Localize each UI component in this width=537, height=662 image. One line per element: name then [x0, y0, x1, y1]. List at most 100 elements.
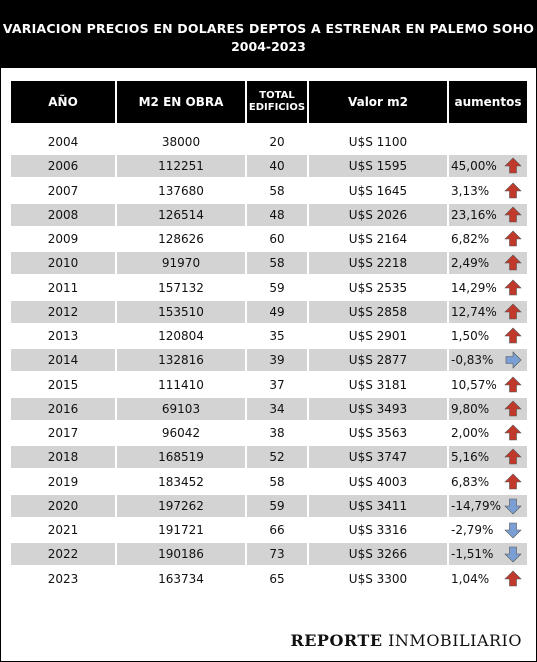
row-shade: [11, 349, 115, 372]
cell-value: U$S 2877: [348, 353, 408, 368]
cell-m2: 128626: [158, 232, 204, 246]
row-shade: [309, 349, 447, 372]
cell-increase: 14,29%: [451, 280, 497, 295]
row-shade: [247, 252, 307, 275]
row-shade: [11, 494, 115, 517]
row-shade: [117, 155, 245, 178]
arrow-up-icon: [504, 157, 522, 174]
cell-year: 2018: [47, 450, 79, 465]
cell-buildings: 66: [269, 523, 285, 537]
cell-value: U$S 1645: [348, 183, 408, 198]
cell-value: U$S 2535: [348, 280, 408, 295]
row-shade: [449, 397, 527, 420]
cell-buildings: 59: [269, 280, 285, 295]
row-shade: [309, 543, 447, 566]
cell-m2: 111410: [158, 377, 204, 392]
table-row: 2006 112251 40 U$S 1595 45,00%: [11, 155, 527, 178]
cell-m2: 69103: [161, 401, 201, 416]
row-shade: [449, 252, 527, 275]
row-shade: [247, 494, 307, 517]
table-row: 2019 183452 58 U$S 4003 6,83%: [11, 471, 527, 493]
table-row: 2008 126514 48 U$S 2026 23,16%: [11, 203, 527, 226]
row-shade: [11, 155, 115, 178]
cell-increase: 12,74%: [451, 304, 497, 319]
cell-value: U$S 1100: [348, 135, 408, 149]
cell-m2: 191721: [158, 523, 204, 537]
cell-m2: 153510: [158, 304, 204, 319]
row-shade: [11, 252, 115, 275]
cell-increase: 45,00%: [451, 159, 497, 174]
cell-increase: 9,80%: [451, 401, 490, 416]
arrow-up-icon: [504, 254, 522, 271]
table-row: 2017 96042 38 U$S 3563 2,00%: [11, 422, 527, 444]
cell-buildings: 58: [269, 474, 285, 489]
arrow-up-icon: [504, 303, 522, 320]
cell-m2: 168519: [158, 450, 204, 465]
cell-value: U$S 1595: [348, 159, 408, 174]
cell-year: 2023: [47, 571, 79, 586]
row-shade: [309, 252, 447, 275]
arrow-up-icon: [504, 424, 522, 441]
row-shade: [117, 252, 245, 275]
cell-increase: -1,51%: [451, 547, 494, 562]
row-shade: [247, 155, 307, 178]
row-shade: [117, 397, 245, 420]
cell-increase: -0,83%: [451, 353, 494, 368]
row-shade: [117, 300, 245, 323]
cell-increase: 2,49%: [451, 256, 490, 271]
cell-buildings: 37: [269, 377, 285, 392]
cell-year: 2011: [47, 280, 79, 295]
arrow-up-icon: [504, 570, 522, 586]
cell-increase: 5,16%: [451, 450, 490, 465]
table-row: 2016 69103 34 U$S 3493 9,80%: [11, 397, 527, 420]
cell-year: 2017: [47, 426, 79, 440]
cell-m2: 126514: [158, 207, 204, 222]
cell-increase: 2,00%: [451, 426, 490, 440]
cell-year: 2012: [47, 304, 79, 319]
cell-buildings: 58: [269, 183, 285, 198]
table-row: 2014 132816 39 U$S 2877 -0,83%: [11, 349, 527, 372]
header-total-line1: TOTAL: [259, 90, 295, 101]
row-shade: [449, 203, 527, 226]
cell-m2: 190186: [158, 547, 204, 562]
arrow-right-icon: [505, 351, 522, 369]
cell-year: 2010: [47, 256, 79, 271]
cell-buildings: 73: [269, 547, 285, 562]
header-total-line2: EDIFICIOS: [248, 102, 306, 113]
cell-buildings: 52: [269, 450, 285, 465]
cell-value: U$S 3563: [348, 426, 408, 440]
row-shade: [449, 300, 527, 323]
row-shade: [309, 203, 447, 226]
cell-value: U$S 3411: [348, 498, 408, 513]
cell-buildings: 60: [269, 232, 285, 246]
cell-value: U$S 3181: [348, 377, 408, 392]
row-shade: [449, 446, 527, 469]
cell-buildings: 34: [269, 401, 285, 416]
title-line-2: 2004-2023: [231, 39, 306, 54]
cell-m2: 163734: [158, 571, 204, 586]
table-row: 2010 91970 58 U$S 2218 2,49%: [11, 252, 527, 275]
cell-value: U$S 3266: [348, 547, 408, 562]
row-shade: [247, 397, 307, 420]
row-shade: [309, 494, 447, 517]
header-increase: aumentos: [449, 81, 527, 123]
table-row: 2023 163734 65 U$S 3300 1,04%: [11, 568, 527, 590]
cell-m2: 183452: [158, 474, 204, 489]
row-shade: [247, 543, 307, 566]
footer-brand-bold: REPORTE: [290, 631, 383, 650]
row-shade: [247, 446, 307, 469]
cell-year: 2022: [47, 547, 79, 562]
cell-year: 2008: [47, 207, 79, 222]
cell-m2: 132816: [158, 353, 204, 368]
cell-increase: -2,79%: [451, 523, 494, 537]
cell-m2: 91970: [161, 256, 201, 271]
cell-buildings: 49: [269, 304, 285, 319]
cell-value: U$S 2164: [348, 232, 408, 246]
header-m2: M2 EN OBRA: [117, 81, 245, 123]
row-shade: [309, 397, 447, 420]
cell-value: U$S 2901: [348, 329, 408, 343]
cell-year: 2006: [47, 159, 79, 174]
row-shade: [247, 300, 307, 323]
arrow-up-icon: [504, 400, 522, 417]
row-shade: [449, 543, 527, 566]
